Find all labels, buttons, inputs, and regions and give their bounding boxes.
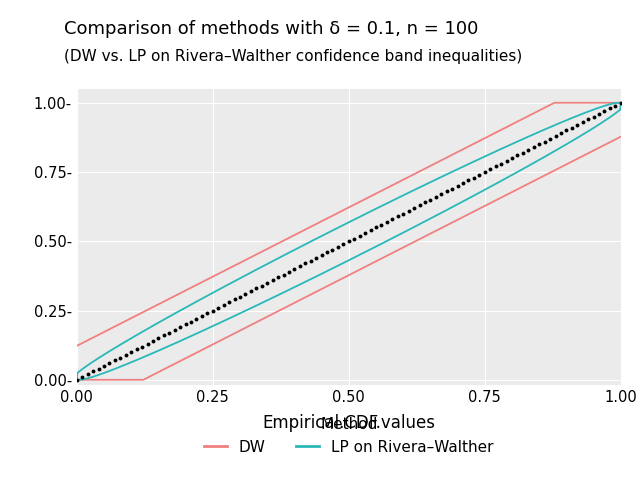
X-axis label: Empirical.CDF.values: Empirical.CDF.values <box>262 413 435 432</box>
Text: (DW vs. LP on Rivera–Walther confidence band inequalities): (DW vs. LP on Rivera–Walther confidence … <box>64 49 522 64</box>
Text: Comparison of methods with δ = 0.1, n = 100: Comparison of methods with δ = 0.1, n = … <box>64 20 478 38</box>
Legend: DW, LP on Rivera–Walther: DW, LP on Rivera–Walther <box>198 411 500 461</box>
